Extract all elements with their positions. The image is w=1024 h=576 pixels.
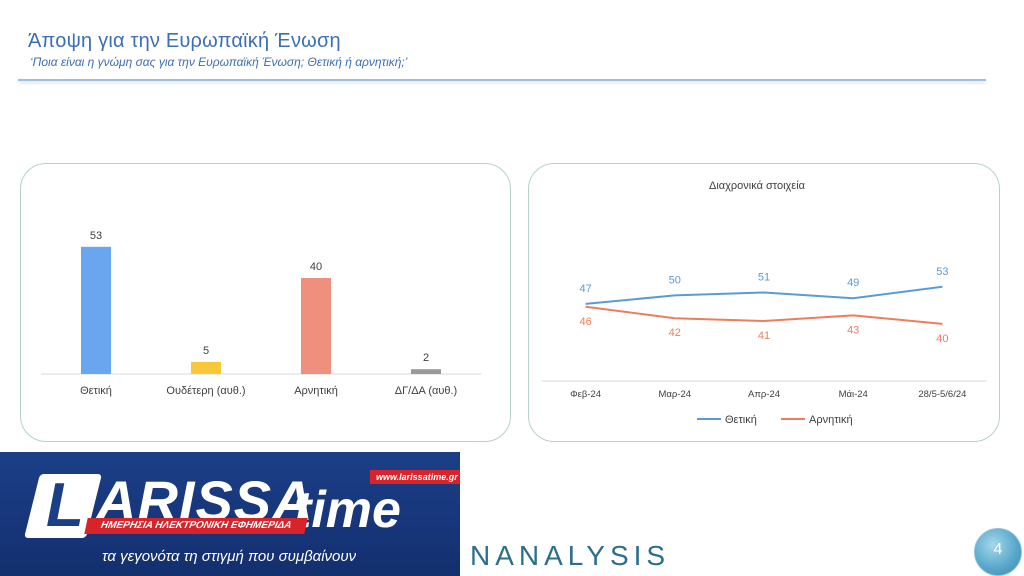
series-line (585, 305, 943, 325)
page-subtitle: ‘Ποια είναι η γνώμη σας για την Ευρωπαϊκ… (30, 55, 408, 69)
banner-tagline: τα γεγονότα τη στιγμή που συμβαίνουν (102, 548, 357, 565)
x-tick-label: Μαρ-24 (659, 389, 692, 400)
x-tick-label: Μάι-24 (839, 389, 868, 400)
x-tick-label: Θετική (80, 385, 112, 397)
x-tick-label: Αρνητική (294, 385, 338, 397)
logo-url[interactable]: www.larissatime.gr (370, 470, 460, 484)
point-value-label: 49 (847, 277, 859, 289)
page-number: 4 (993, 541, 1003, 558)
page-title: Άποψη για την Ευρωπαϊκή Ένωση (28, 30, 341, 52)
header-divider (18, 79, 986, 81)
logo-initial: L (46, 471, 84, 540)
logo-ribbon: ΗΜΕΡΗΣΙΑ ΗΛΕΚΤΡΟΝΙΚΗ ΕΦΗΜΕΡΙΔΑ (84, 518, 308, 534)
point-value-label: 53 (936, 266, 948, 278)
x-tick-label: ΔΓ/ΔΑ (αυθ.) (395, 385, 457, 397)
legend-label: Θετική (725, 414, 757, 426)
point-value-label: 40 (936, 333, 948, 345)
bar (81, 246, 111, 374)
bar (191, 362, 221, 374)
x-tick-label: Απρ-24 (748, 389, 780, 400)
larissatime-banner: L ARISSA time www.larissatime.gr ΗΜΕΡΗΣΙ… (0, 452, 460, 576)
bar-value-label: 5 (203, 345, 209, 357)
x-tick-label: 28/5-5/6/24 (918, 389, 966, 400)
line-chart: Διαχρονικά στοιχεία Φεβ-24 Μαρ-24 Απρ-24 Μάι… (541, 180, 987, 426)
point-value-label: 50 (669, 274, 681, 286)
line-chart-panel: Διαχρονικά στοιχεία Φεβ-24 Μαρ-24 Απρ-24 Μάι… (528, 163, 1000, 442)
point-value-label: 47 (579, 283, 591, 295)
bar-chart-panel: 53 Θετική 5 Ουδέτερη (αυθ.) 40 Αρνητική 2 ΔΓ/ΔΑ… (20, 163, 511, 442)
brand-wordmark: NANALYSIS (470, 540, 671, 571)
point-value-label: 41 (758, 330, 770, 342)
bar (301, 278, 331, 374)
point-value-label: 42 (669, 327, 681, 339)
chart-title: Διαχρονικά στοιχεία (709, 180, 806, 192)
page-number-badge: 4 (974, 528, 1022, 576)
bar-value-label: 2 (423, 352, 429, 364)
bar-value-label: 40 (310, 261, 322, 273)
larissatime-logo: L ARISSA time www.larissatime.gr ΗΜΕΡΗΣΙ… (24, 470, 460, 546)
legend-label: Αρνητική (809, 414, 853, 426)
bar (411, 369, 441, 374)
point-value-label: 46 (579, 316, 591, 328)
x-tick-label: Ουδέτερη (αυθ.) (166, 385, 245, 397)
logo-time: time (294, 481, 401, 539)
bar-value-label: 53 (90, 230, 102, 242)
point-value-label: 43 (847, 324, 859, 336)
x-tick-label: Φεβ-24 (570, 389, 601, 400)
series-line (585, 285, 943, 305)
point-value-label: 51 (758, 272, 770, 284)
bar-chart: 53 Θετική 5 Ουδέτερη (αυθ.) 40 Αρνητική 2 ΔΓ/ΔΑ… (41, 230, 481, 397)
